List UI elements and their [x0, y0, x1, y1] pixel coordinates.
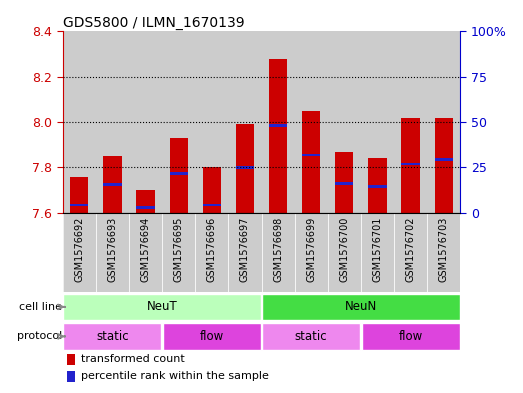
Bar [104, 156, 121, 213]
Bar [335, 182, 354, 185]
Text: GSM1576693: GSM1576693 [107, 217, 118, 282]
Text: NeuN: NeuN [345, 300, 377, 314]
Text: NeuT: NeuT [147, 300, 177, 314]
Bar [361, 213, 394, 292]
Bar [269, 124, 287, 127]
Bar [63, 323, 162, 350]
Bar [169, 172, 188, 174]
Bar [195, 31, 229, 213]
Text: GSM1576697: GSM1576697 [240, 217, 250, 282]
Text: GSM1576702: GSM1576702 [405, 217, 416, 282]
Bar [63, 31, 96, 213]
Bar [129, 31, 162, 213]
Bar [129, 213, 162, 292]
Bar [262, 213, 294, 292]
Bar [104, 183, 121, 186]
Bar [96, 213, 129, 292]
Bar [402, 163, 419, 165]
Bar [435, 158, 453, 161]
Bar [96, 31, 129, 213]
Bar [262, 323, 360, 350]
Bar [70, 176, 88, 213]
Text: protocol: protocol [17, 331, 62, 342]
Bar [203, 167, 221, 213]
Text: static: static [96, 330, 129, 343]
Text: GSM1576698: GSM1576698 [273, 217, 283, 282]
Bar [162, 213, 195, 292]
Text: flow: flow [399, 330, 423, 343]
Bar [70, 204, 88, 206]
Bar [262, 294, 460, 320]
Bar [427, 213, 460, 292]
Bar [63, 213, 96, 292]
Bar [229, 213, 262, 292]
Text: GDS5800 / ILMN_1670139: GDS5800 / ILMN_1670139 [63, 17, 244, 30]
Bar [402, 118, 419, 213]
Text: percentile rank within the sample: percentile rank within the sample [82, 371, 269, 381]
Bar [361, 323, 460, 350]
Bar [368, 158, 386, 213]
Bar [229, 31, 262, 213]
Text: cell line: cell line [19, 302, 62, 312]
Text: GSM1576692: GSM1576692 [74, 217, 84, 282]
Bar [63, 294, 261, 320]
Text: GSM1576699: GSM1576699 [306, 217, 316, 282]
Text: flow: flow [200, 330, 224, 343]
Bar [328, 213, 361, 292]
Bar [335, 152, 354, 213]
Bar [269, 59, 287, 213]
Bar [137, 190, 155, 213]
Bar [262, 31, 294, 213]
Bar [361, 31, 394, 213]
Bar [162, 31, 195, 213]
Bar [169, 138, 188, 213]
Bar [328, 31, 361, 213]
Bar [236, 166, 254, 169]
Text: GSM1576695: GSM1576695 [174, 217, 184, 282]
Bar [67, 354, 75, 365]
Bar [427, 31, 460, 213]
Text: GSM1576696: GSM1576696 [207, 217, 217, 282]
Text: GSM1576701: GSM1576701 [372, 217, 382, 282]
Bar [294, 31, 328, 213]
Bar [394, 31, 427, 213]
Bar [394, 213, 427, 292]
Bar [67, 371, 75, 382]
Bar [137, 206, 155, 209]
Bar [195, 213, 229, 292]
Bar [368, 185, 386, 188]
Bar [203, 204, 221, 206]
Text: static: static [295, 330, 327, 343]
Text: GSM1576700: GSM1576700 [339, 217, 349, 282]
Text: transformed count: transformed count [82, 354, 185, 364]
Bar [163, 323, 261, 350]
Text: GSM1576703: GSM1576703 [439, 217, 449, 282]
Bar [435, 118, 453, 213]
Bar [302, 154, 320, 156]
Text: GSM1576694: GSM1576694 [141, 217, 151, 282]
Bar [236, 125, 254, 213]
Bar [294, 213, 328, 292]
Bar [302, 111, 320, 213]
